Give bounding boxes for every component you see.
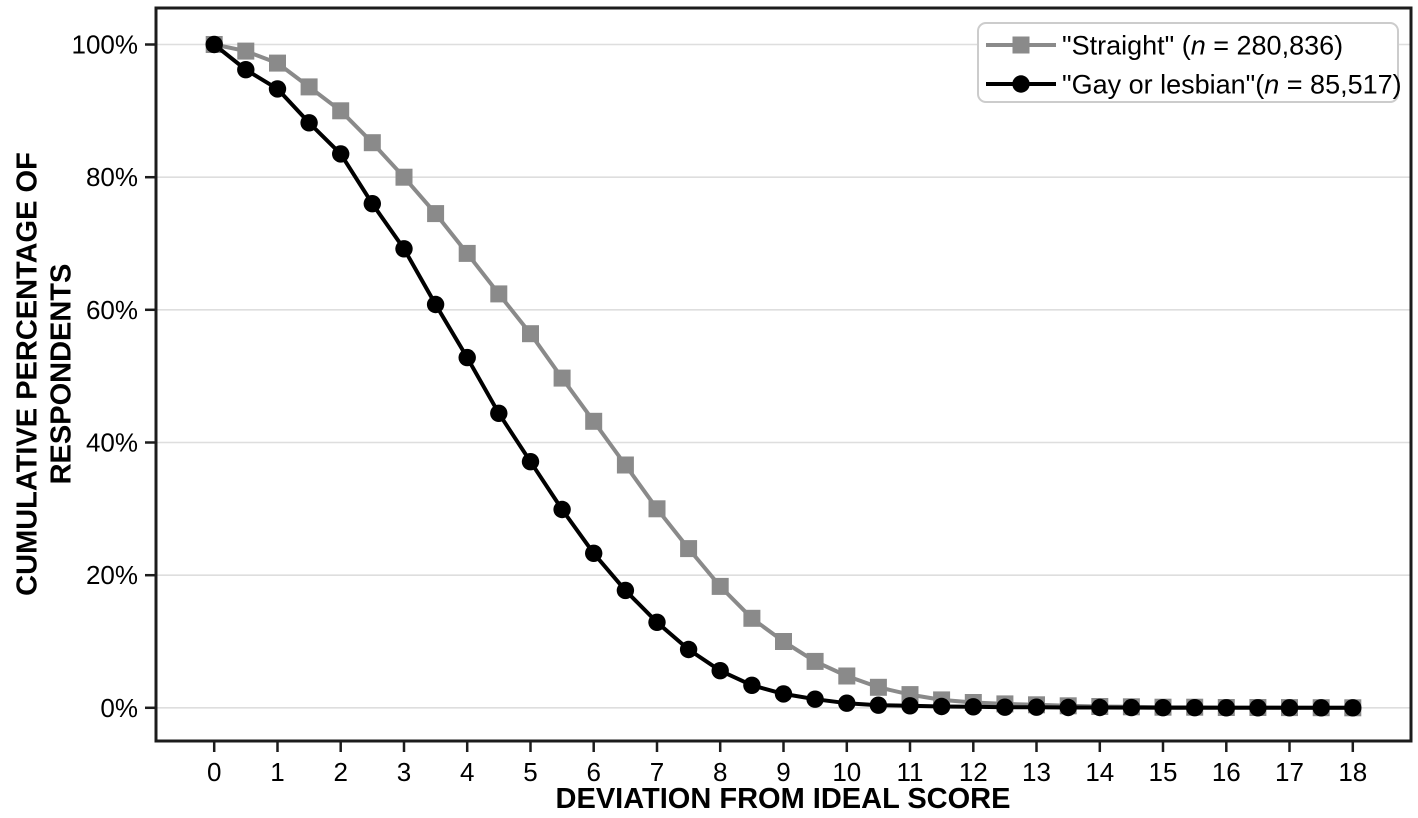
series-marker-gay-or-lesbian (869, 696, 888, 714)
series-marker-gay-or-lesbian (553, 500, 571, 519)
series-marker-gay-or-lesbian (901, 697, 919, 715)
series-marker-gay-or-lesbian (1280, 699, 1299, 717)
series-marker-gay-or-lesbian (585, 544, 603, 562)
series-marker-gay-or-lesbian (743, 676, 761, 694)
series-marker-gay-or-lesbian (205, 35, 223, 54)
series-marker-gay-or-lesbian (395, 240, 413, 258)
series-marker-gay-or-lesbian (426, 295, 445, 314)
series-marker-gay-or-lesbian (363, 195, 381, 213)
series-marker-straight (237, 42, 255, 60)
series-marker-straight (680, 540, 698, 558)
series-marker-gay-or-lesbian (521, 453, 540, 471)
series-marker-straight (806, 652, 824, 670)
x-tick-label: 1 (270, 757, 284, 787)
y-tick-label: 100% (72, 30, 139, 60)
legend-label-straight: "Straight" (n = 280,836) (1062, 31, 1343, 61)
x-tick-label: 0 (207, 757, 221, 787)
x-tick-label: 17 (1275, 757, 1304, 787)
x-tick-label: 16 (1212, 757, 1241, 787)
series-marker-gay-or-lesbian (774, 685, 793, 703)
x-tick-label: 12 (959, 757, 988, 787)
series-marker-straight (269, 54, 286, 72)
x-tick-label: 10 (832, 757, 861, 787)
series-marker-straight (427, 205, 445, 223)
series-marker-straight (711, 577, 729, 595)
series-marker-gay-or-lesbian (268, 80, 287, 98)
x-tick-label: 11 (897, 757, 924, 787)
series-marker-straight (648, 500, 666, 518)
y-tick-label: 80% (86, 162, 138, 192)
x-tick-label: 5 (523, 757, 537, 787)
series-marker-gay-or-lesbian (1027, 698, 1046, 716)
series-line-straight (213, 42, 1353, 710)
legend-circle-marker-icon (1012, 75, 1030, 93)
series-marker-gay-or-lesbian (1091, 698, 1109, 717)
series-marker-gay-or-lesbian (1312, 699, 1330, 717)
series-marker-gay-or-lesbian (300, 114, 318, 132)
x-tick-label: 14 (1085, 757, 1114, 787)
y-tick-label: 60% (86, 295, 138, 325)
series-marker-straight (585, 412, 603, 430)
series-marker-straight (743, 609, 761, 627)
x-tick-label: 13 (1022, 757, 1051, 787)
series-marker-gay-or-lesbian (458, 348, 476, 367)
series-marker-straight (869, 678, 887, 696)
series-line-gay-or-lesbian (212, 42, 1353, 710)
series-marker-straight (616, 456, 634, 474)
x-tick-label: 18 (1338, 757, 1367, 787)
series-marker-gay-or-lesbian (932, 697, 951, 716)
series-marker-gay-or-lesbian (1249, 699, 1267, 717)
y-tick-label: 0% (100, 693, 138, 723)
series-marker-gay-or-lesbian (711, 662, 729, 680)
legend-box (977, 22, 1399, 103)
series-marker-straight (490, 285, 508, 303)
x-tick-label: 8 (713, 757, 727, 787)
series-marker-straight (775, 633, 792, 650)
x-tick-label: 15 (1149, 757, 1178, 787)
x-tick-label: 6 (586, 757, 600, 787)
series-marker-straight (363, 134, 381, 152)
y-tick-label: 40% (86, 428, 138, 458)
series-marker-straight (522, 325, 539, 343)
series-marker-gay-or-lesbian (1059, 698, 1077, 717)
legend-label-gay-or-lesbian: "Gay or lesbian"(n = 85,517) (1062, 70, 1402, 100)
series-marker-gay-or-lesbian (1217, 699, 1236, 717)
series-marker-straight (300, 78, 318, 96)
series-marker-gay-or-lesbian (490, 404, 508, 422)
y-axis-title: CUMULATIVE PERCENTAGE OF RESPONDENTS (11, 152, 77, 596)
x-axis-title: DEVIATION FROM IDEAL SCORE (555, 783, 1011, 815)
series-marker-gay-or-lesbian (237, 60, 255, 79)
x-tick-label: 4 (460, 757, 474, 787)
series-marker-gay-or-lesbian (332, 145, 350, 163)
series-marker-gay-or-lesbian (679, 640, 698, 659)
series-marker-gay-or-lesbian (806, 690, 824, 708)
series-marker-gay-or-lesbian (1154, 699, 1172, 717)
series-marker-gay-or-lesbian (1344, 699, 1362, 717)
series-marker-straight (395, 168, 413, 186)
series-marker-straight (458, 244, 476, 262)
series-marker-gay-or-lesbian (964, 698, 982, 716)
series-marker-gay-or-lesbian (1122, 698, 1141, 717)
series-marker-straight (553, 369, 571, 387)
series-marker-straight (332, 102, 350, 120)
series-marker-gay-or-lesbian (648, 613, 666, 631)
x-tick-label: 2 (333, 757, 347, 787)
x-tick-label: 9 (776, 757, 790, 787)
series-marker-straight (838, 667, 856, 685)
x-tick-label: 7 (650, 757, 664, 787)
series-marker-gay-or-lesbian (1186, 699, 1204, 717)
y-tick-label: 20% (86, 560, 138, 590)
legend-square-marker-icon (1012, 36, 1030, 54)
series-marker-gay-or-lesbian (616, 581, 635, 600)
x-tick-label: 3 (397, 757, 411, 787)
series-marker-gay-or-lesbian (838, 694, 856, 712)
series-marker-gay-or-lesbian (996, 698, 1014, 716)
